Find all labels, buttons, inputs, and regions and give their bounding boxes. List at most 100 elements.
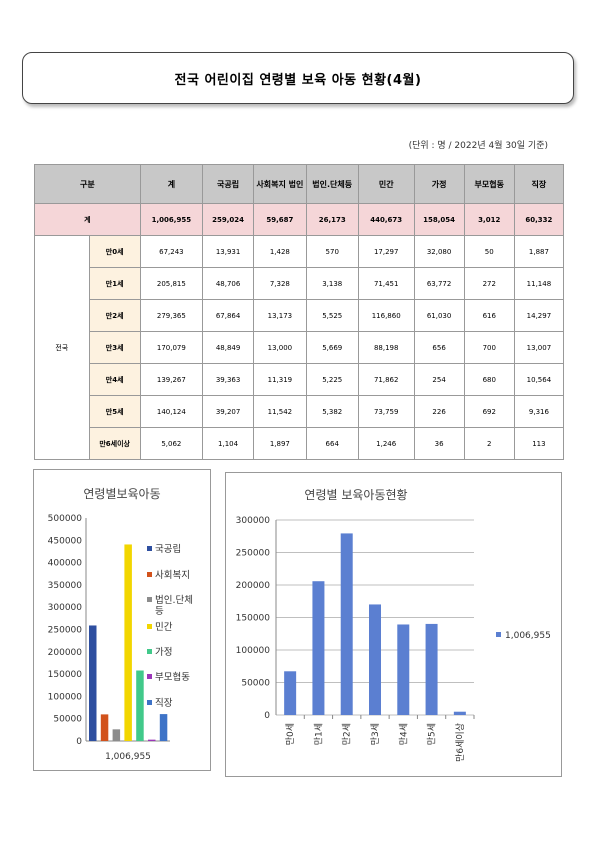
y-tick-label: 150000 <box>236 614 271 624</box>
table-cell: 50 <box>463 235 515 268</box>
table-row: 만6세이상 5,062 1,104 1,897 664 1,246 36 2 1… <box>35 427 565 460</box>
y-tick-label: 0 <box>264 711 270 721</box>
table-row: 만3세 170,079 48,849 13,000 5,669 88,198 6… <box>35 331 565 364</box>
age-cell: 만5세 <box>88 395 141 428</box>
y-tick-label: 0 <box>76 737 82 747</box>
total-cell: 259,024 <box>201 203 255 236</box>
table-cell: 113 <box>513 427 565 460</box>
y-tick-label: 400000 <box>48 559 83 569</box>
y-tick-label: 100000 <box>236 646 271 656</box>
total-cell: 440,673 <box>357 203 415 236</box>
x-tick-label: 만1세 <box>313 723 324 745</box>
total-label: 계 <box>34 203 141 236</box>
table-cell: 3,138 <box>305 267 359 300</box>
legend-swatch <box>147 624 152 629</box>
age-cell: 만3세 <box>88 331 141 364</box>
table-cell: 570 <box>305 235 359 268</box>
table-cell: 5,062 <box>139 427 203 460</box>
total-row: 계 1,006,955 259,024 59,687 26,173 440,67… <box>34 203 565 236</box>
table-cell: 1,887 <box>513 235 565 268</box>
table-cell: 13,007 <box>513 331 565 364</box>
legend-swatch <box>147 700 152 705</box>
legend-swatch <box>147 597 152 602</box>
bar-만0세 <box>284 671 297 715</box>
total-cell: 3,012 <box>463 203 515 236</box>
legend-label: 가정 <box>155 647 172 658</box>
bar-가정 <box>136 670 144 741</box>
table-cell: 63,772 <box>413 267 465 300</box>
table-cell: 140,124 <box>139 395 203 428</box>
table-cell: 13,000 <box>253 331 307 364</box>
table-cell: 680 <box>463 363 515 396</box>
table-cell: 48,849 <box>201 331 255 364</box>
legend-label: 국공립 <box>155 543 181 555</box>
table-cell: 7,328 <box>253 267 307 300</box>
table-cell: 279,365 <box>139 299 203 332</box>
legend-label: 민간 <box>155 622 173 633</box>
table-cell: 67,864 <box>201 299 255 332</box>
table-cell: 1,104 <box>201 427 255 460</box>
legend-swatch <box>147 546 152 551</box>
table-cell: 170,079 <box>139 331 203 364</box>
age-cell: 만6세이상 <box>88 427 141 460</box>
table-cell: 9,316 <box>513 395 565 428</box>
table-cell: 13,931 <box>201 235 255 268</box>
y-tick-label: 200000 <box>48 648 83 658</box>
bar-만2세 <box>340 533 353 715</box>
table-cell: 1,246 <box>357 427 415 460</box>
header-col: 가정 <box>413 164 465 204</box>
bar-민간 <box>124 544 132 741</box>
bar-만5세 <box>425 623 438 715</box>
header-col: 법인.단체등 <box>305 164 359 204</box>
bar-만3세 <box>369 604 381 715</box>
legend-label: 1,006,955 <box>505 631 551 641</box>
region-cell: 전국 <box>34 235 90 460</box>
table-cell: 10,564 <box>513 363 565 396</box>
bar-만6세이상 <box>453 711 466 715</box>
table-cell: 5,382 <box>305 395 359 428</box>
x-category-label: 1,006,955 <box>105 752 151 762</box>
header-group: 구분 <box>34 164 141 204</box>
table-cell: 2 <box>463 427 515 460</box>
table-cell: 664 <box>305 427 359 460</box>
y-tick-label: 100000 <box>48 692 83 702</box>
y-tick-label: 150000 <box>48 670 83 680</box>
bar-만1세 <box>312 581 325 715</box>
x-tick-label: 만0세 <box>285 723 296 745</box>
total-cell: 1,006,955 <box>139 203 203 236</box>
table-cell: 71,451 <box>357 267 415 300</box>
chart-by-age: 연령별 보육아동현황 300000 250000 200000 150000 100000… <box>225 472 562 777</box>
table-cell: 616 <box>463 299 515 332</box>
table-cell: 5,525 <box>305 299 359 332</box>
chart-title: 연령별 보육아동현황 <box>304 488 407 502</box>
age-cell: 만4세 <box>88 363 141 396</box>
y-tick-label: 300000 <box>236 516 271 526</box>
table-cell: 656 <box>413 331 465 364</box>
y-tick-label: 250000 <box>236 549 271 559</box>
legend-label: 직장 <box>155 698 173 709</box>
y-tick-label: 450000 <box>48 536 83 546</box>
chart-by-type: 연령별보육아동 500000 450000 400000 350000 300000 250… <box>33 469 211 771</box>
table-cell: 73,759 <box>357 395 415 428</box>
legend-label: 부모협동 <box>155 671 190 683</box>
unit-note: (단위 : 명 / 2022년 4월 30일 기준) <box>408 141 548 151</box>
bar-법인.단체등 <box>112 729 121 741</box>
header-col: 사회복지 법인 <box>253 164 307 204</box>
table-cell: 61,030 <box>413 299 465 332</box>
table-cell: 139,267 <box>139 363 203 396</box>
table-cell: 5,669 <box>305 331 359 364</box>
y-tick-label: 200000 <box>236 581 271 591</box>
bar-사회복지 <box>100 714 109 741</box>
bar-국공립 <box>89 625 97 741</box>
table-cell: 254 <box>413 363 465 396</box>
age-cell: 만1세 <box>88 267 141 300</box>
y-tick-label: 50000 <box>53 715 82 725</box>
table-row: 만2세 279,365 67,864 13,173 5,525 116,860 … <box>35 299 565 332</box>
legend-swatch <box>147 572 152 577</box>
x-tick-label: 만4세 <box>398 723 409 745</box>
age-cell: 만2세 <box>88 299 141 332</box>
table-cell: 5,225 <box>305 363 359 396</box>
header-col: 민간 <box>357 164 415 204</box>
table-cell: 11,319 <box>253 363 307 396</box>
table-cell: 116,860 <box>357 299 415 332</box>
